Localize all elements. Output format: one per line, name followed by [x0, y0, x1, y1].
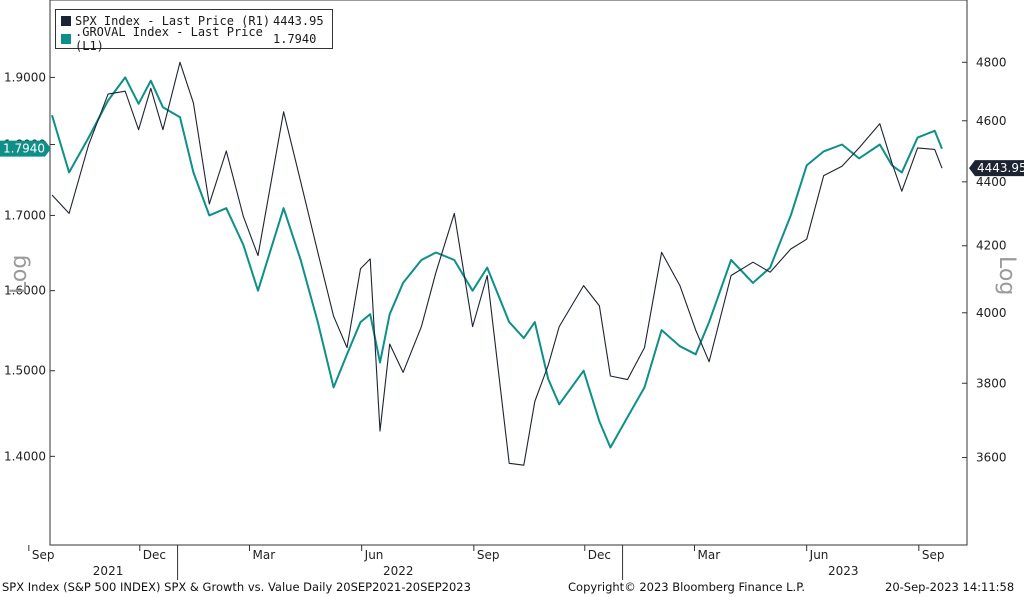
x-year-label: 2021 — [93, 564, 124, 578]
left-axis-label: Log — [7, 255, 32, 294]
x-tick-label: Mar — [253, 548, 276, 562]
last-value-markers: 1.7940 4443.95 — [0, 140, 1025, 177]
right-axis: 3600 3800 4000 4200 4400 4600 4800 — [962, 55, 1007, 465]
right-tick-label: 4600 — [976, 114, 1007, 128]
legend-swatch-spx — [61, 16, 71, 26]
groval-last-value-tag — [0, 140, 51, 157]
x-tick-label: Sep — [922, 548, 945, 562]
groval-last-value-text: 1.7940 — [3, 142, 45, 156]
legend-item-spx: SPX Index - Last Price (R1) 4443.95 — [61, 13, 324, 29]
x-axis: Sep Dec Mar Jun Sep Dec Mar Jun Sep 2021 2022 2023 — [28, 545, 945, 580]
left-tick-label: 1.5000 — [4, 364, 46, 378]
plot-frame — [49, 0, 968, 546]
x-tick-label: Dec — [143, 548, 166, 562]
x-tick-label: Dec — [588, 548, 611, 562]
x-tick-label: Sep — [32, 548, 55, 562]
legend-label-spx: SPX Index - Last Price (R1) — [75, 14, 271, 28]
x-year-label: 2023 — [828, 564, 859, 578]
footer-description: SPX Index (S&P 500 INDEX) SPX & Growth v… — [2, 580, 471, 594]
footer-timestamp: 20-Sep-2023 14:11:58 — [885, 580, 1015, 594]
left-tick-label: 1.4000 — [4, 449, 46, 463]
legend-label-groval: .GROVAL Index - Last Price (L1) — [75, 25, 263, 53]
x-year-label: 2022 — [383, 564, 414, 578]
series-layer — [51, 61, 943, 466]
right-axis-label: Log — [994, 256, 1019, 295]
left-tick-label: 1.9000 — [4, 70, 46, 84]
series-line-spx — [51, 61, 943, 466]
right-tick-label: 4800 — [976, 55, 1007, 69]
legend-value-groval: 1.7940 — [273, 32, 317, 46]
legend-swatch-groval — [61, 34, 71, 44]
right-tick-label: 4000 — [976, 306, 1007, 320]
left-tick-label: 1.6000 — [4, 284, 46, 298]
right-tick-label: 4200 — [976, 239, 1007, 253]
legend-value-spx: 4443.95 — [273, 14, 324, 28]
right-tick-label: 3800 — [976, 376, 1007, 390]
left-tick-label: 1.7000 — [4, 208, 46, 222]
series-line-groval — [51, 76, 943, 449]
spx-last-value-text: 4443.95 — [977, 161, 1025, 175]
x-tick-label: Jun — [364, 548, 384, 562]
legend-item-groval: .GROVAL Index - Last Price (L1) 1.7940 — [61, 25, 317, 53]
right-tick-label: 3600 — [976, 451, 1007, 465]
x-tick-label: Sep — [477, 548, 500, 562]
chart-legend: SPX Index - Last Price (R1) 4443.95 .GRO… — [55, 9, 333, 53]
footer-copyright: Copyright© 2023 Bloomberg Finance L.P. — [568, 580, 805, 594]
spx-last-value-tag — [969, 160, 1024, 177]
x-tick-label: Jun — [809, 548, 829, 562]
x-tick-label: Mar — [698, 548, 721, 562]
right-tick-label: 4400 — [976, 175, 1007, 189]
